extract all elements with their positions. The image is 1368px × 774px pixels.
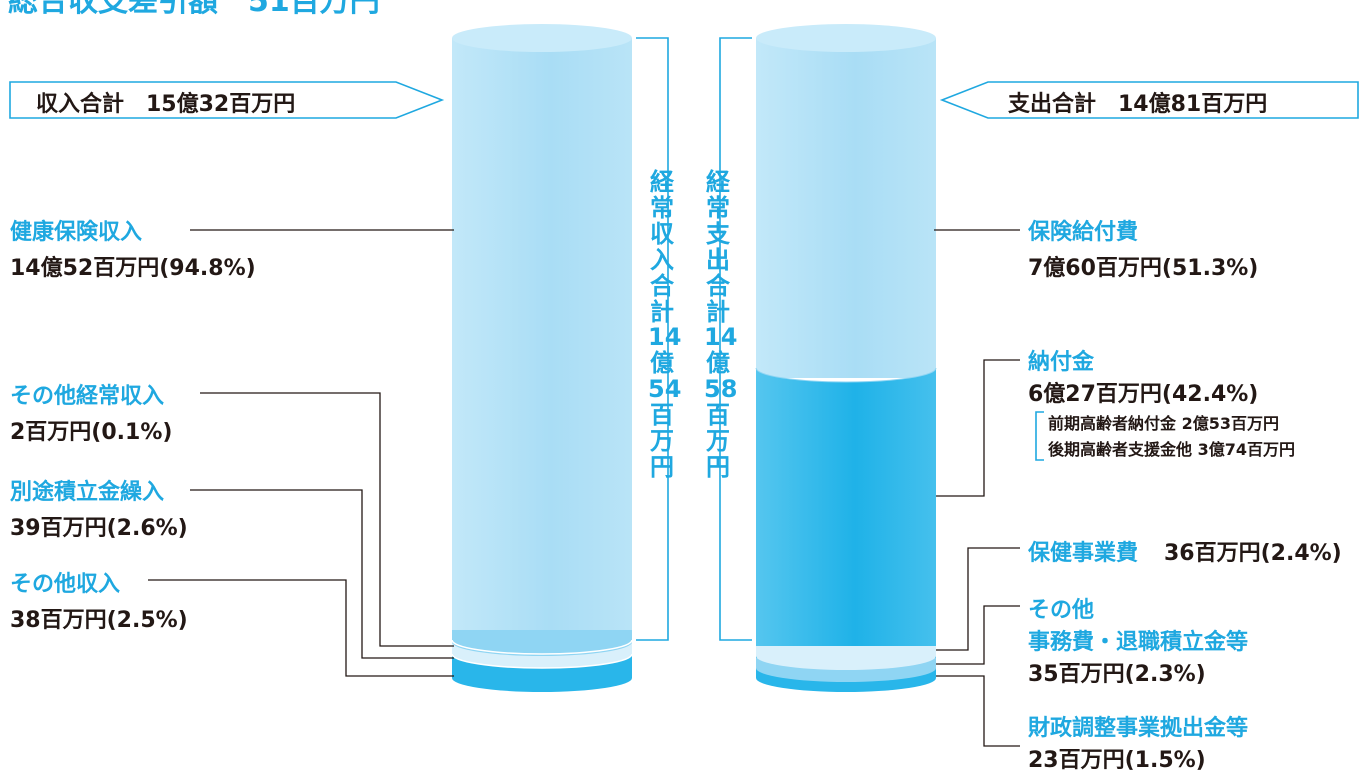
- expense-total: 支出合計 14億81百万円: [1008, 92, 1268, 117]
- value-contributions: 6億27百万円(42.4%): [1028, 382, 1259, 407]
- vertical-char: 収: [650, 219, 674, 248]
- vertical-char: 百: [706, 401, 730, 430]
- value-benefits: 7億60百万円(51.3%): [1028, 256, 1259, 281]
- value-fiscal-adjust: 23百万円(1.5%): [1028, 748, 1206, 773]
- income-total-box: [9, 81, 445, 119]
- expense-cylinder: [755, 24, 937, 692]
- label-other-admin-2: 事務費・退職積立金等: [1028, 630, 1249, 655]
- vertical-char: 54: [648, 375, 682, 404]
- label-contributions: 納付金: [1028, 350, 1095, 375]
- vertical-char: 出: [706, 245, 730, 274]
- vertical-char: 常: [706, 193, 730, 222]
- expense-seg-health: [756, 646, 936, 670]
- expense-bracket: [719, 37, 752, 641]
- label-other-admin-1: その他: [1028, 598, 1095, 623]
- vertical-char: 計: [706, 297, 730, 326]
- vertical-char: 14: [704, 323, 738, 352]
- contrib-detail-2: 後期高齢者支援金他 3億74百万円: [1048, 440, 1295, 459]
- page-title: 総合収支差引額 51百万円: [8, 0, 380, 19]
- value-other-admin: 35百万円(2.3%): [1028, 662, 1206, 687]
- vertical-char: 億: [706, 349, 730, 378]
- income-vertical-label: 経常収入合計 14 億 54 百万円: [648, 168, 682, 481]
- vertical-char: 常: [650, 193, 674, 222]
- expense-total-box: [939, 81, 1359, 119]
- value-health-insurance: 14億52百万円(94.8%): [10, 256, 256, 281]
- label-benefits: 保険給付費: [1028, 220, 1139, 245]
- income-cylinder: [451, 24, 633, 692]
- label-health-services: 保健事業費: [1028, 541, 1139, 566]
- expense-leaders: [934, 229, 1020, 747]
- label-fiscal-adjust: 財政調整事業拠出金等: [1028, 716, 1249, 741]
- vertical-char: 入: [650, 245, 674, 274]
- label-other-ordinary: その他経常収入: [10, 384, 165, 409]
- vertical-char: 58: [704, 375, 738, 404]
- income-leaders: [148, 229, 454, 677]
- value-health-services: 36百万円(2.4%): [1164, 541, 1342, 566]
- vertical-char: 円: [706, 452, 730, 481]
- expense-seg-benefits: [756, 38, 936, 378]
- vertical-char: 万: [650, 427, 674, 456]
- income-seg-other-ordinary: [452, 630, 632, 656]
- vertical-char: 計: [650, 297, 674, 326]
- value-other-income: 38百万円(2.5%): [10, 608, 188, 633]
- vertical-char: 14: [648, 323, 682, 352]
- value-reserve-transfer: 39百万円(2.6%): [10, 516, 188, 541]
- contrib-detail-1: 前期高齢者納付金 2億53百万円: [1048, 414, 1279, 433]
- value-other-ordinary: 2百万円(0.1%): [10, 420, 173, 445]
- vertical-char: 合: [650, 271, 674, 300]
- income-top: [452, 24, 632, 52]
- vertical-char: 万: [706, 427, 730, 456]
- vertical-char: 経: [706, 168, 730, 196]
- income-total: 収入合計 15億32百万円: [36, 92, 296, 117]
- expense-top: [756, 24, 936, 52]
- label-health-insurance: 健康保険収入: [10, 220, 143, 245]
- expense-vertical-label: 経常支出合計 14 億 58 百万円: [704, 168, 738, 481]
- expense-seg-contributions: [756, 368, 936, 650]
- label-other-income: その他収入: [10, 572, 121, 597]
- vertical-char: 億: [650, 349, 674, 378]
- detail-bracket: [1035, 411, 1044, 461]
- label-reserve-transfer: 別途積立金繰入: [10, 480, 165, 505]
- vertical-char: 支: [706, 219, 730, 248]
- income-bracket: [636, 37, 669, 641]
- income-body: [452, 38, 632, 666]
- vertical-char: 百: [650, 401, 674, 430]
- vertical-char: 合: [706, 271, 730, 300]
- vertical-char: 円: [650, 452, 674, 481]
- vertical-char: 経: [650, 168, 674, 196]
